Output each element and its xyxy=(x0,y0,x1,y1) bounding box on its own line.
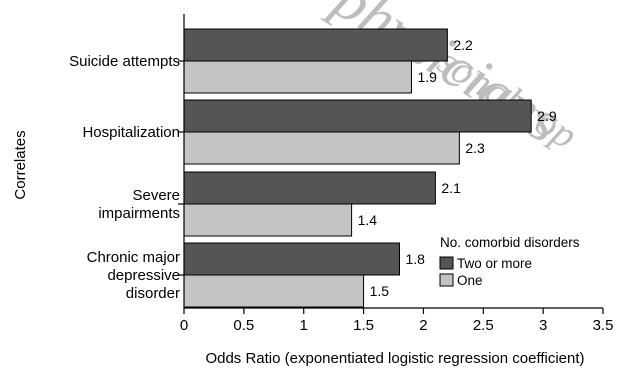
bar-value-label: 1.9 xyxy=(417,69,437,85)
legend-swatch xyxy=(439,256,454,270)
category-label: disorder xyxy=(126,285,180,302)
x-tick-label: 0.5 xyxy=(233,317,254,334)
bar-two-or-more-1 xyxy=(183,99,532,133)
x-tick-label: 2.5 xyxy=(473,317,494,334)
legend-title: No. comorbid disorders xyxy=(440,235,580,250)
bar-two-or-more-3 xyxy=(183,242,400,276)
axes-group: 0 0.5 1 1.5 2 2.5 3 3.5 xyxy=(178,14,613,334)
bar-value-label: 2.3 xyxy=(465,140,485,156)
bar-value-label: 1.5 xyxy=(370,283,390,299)
bar-value-label: 1.8 xyxy=(405,251,425,267)
bar-one-1 xyxy=(183,131,460,165)
x-tick-label: 2 xyxy=(419,317,427,334)
bar-value-label: 2.2 xyxy=(453,37,473,53)
bar-one-3 xyxy=(183,274,365,308)
category-label: Suicide attempts xyxy=(69,53,180,70)
y-axis-title: Correlates xyxy=(12,130,29,199)
bar-two-or-more-0 xyxy=(183,28,448,62)
bar-value-label: 1.4 xyxy=(358,212,378,228)
bars-group xyxy=(183,28,532,308)
legend-entry-label: One xyxy=(457,273,483,288)
x-axis-title: Odds Ratio (exponentiated logistic regre… xyxy=(205,350,584,367)
category-label: Severe xyxy=(132,187,180,204)
category-labels-group: Suicide attempts Hospitalization Severeimp… xyxy=(69,53,180,302)
legend-swatch xyxy=(439,273,454,287)
value-labels-group: 2.2 1.9 2.9 2.3 2.1 1.4 1.8 1.5 xyxy=(358,37,557,299)
legend: No. comorbid disorders Two or more One xyxy=(439,235,580,288)
category-label: impairments xyxy=(98,205,180,222)
bar-one-0 xyxy=(183,60,412,94)
category-label: depressive xyxy=(107,267,180,284)
category-label: Hospitalization xyxy=(82,124,180,141)
bar-one-2 xyxy=(183,203,353,237)
x-tick-label: 3.5 xyxy=(593,317,614,334)
x-tick-label: 0 xyxy=(180,317,188,334)
bar-two-or-more-2 xyxy=(183,171,436,205)
x-tick-label: 1.5 xyxy=(353,317,374,334)
category-label: Chronic major xyxy=(87,249,180,266)
bar-value-label: 2.1 xyxy=(441,180,461,196)
legend-entry-label: Two or more xyxy=(457,256,532,271)
x-tick-label: 1 xyxy=(300,317,308,334)
bar-value-label: 2.9 xyxy=(537,108,557,124)
x-tick-label: 3 xyxy=(539,317,547,334)
